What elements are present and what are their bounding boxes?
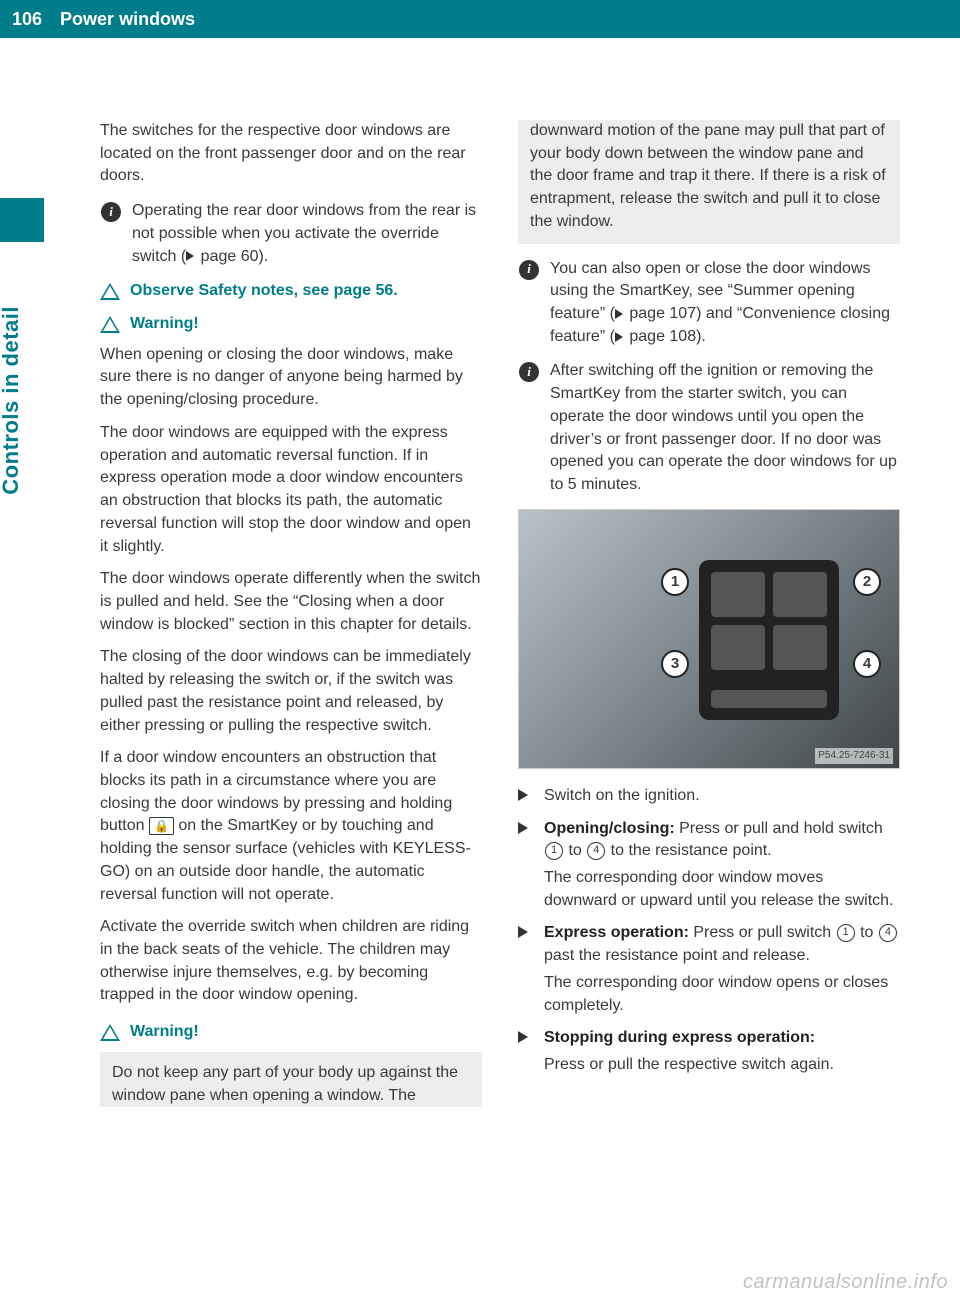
info1-text: Operating the rear door windows from the… [132,202,476,264]
intro-paragraph: The switches for the respective door win… [100,120,482,188]
warning1-p6: Activate the override switch when childr… [100,916,482,1007]
page-ref-icon [186,251,194,261]
warning-triangle-icon [100,1024,120,1041]
s2c: to the resistance point. [606,842,771,859]
content-area: The switches for the respective door win… [100,120,900,1242]
watermark: carmanualsonline.info [743,1271,948,1294]
switch-1 [711,572,765,617]
figure-id: P54.25-7246-31 [815,748,893,764]
step-3-label: Express operation: [544,924,689,941]
step-1: Switch on the ignition. [518,785,900,808]
page-ref-icon [615,332,623,342]
warning-triangle-icon [100,283,120,300]
step-2-body: Opening/closing: Press or pull and hold … [544,818,900,913]
info-note-2a-body: You can also open or close the door wind… [550,258,900,349]
side-tab-label: Controls in detail [0,306,24,495]
circ-4: 4 [587,842,605,860]
lock-button-icon: 🔒 [149,817,174,835]
s2b: to [564,842,586,859]
circ-1b: 1 [837,924,855,942]
side-tab: Controls in detail [0,270,50,530]
switch-3 [711,625,765,670]
warning1-p2: The door windows are equipped with the e… [100,422,482,558]
warning1-box: When opening or closing the door windows… [100,344,482,1007]
warning1-heading: Warning! [100,313,482,336]
safety-text: Observe Safety notes, see page 56. [130,280,398,303]
header-title: Power windows [60,9,195,30]
step-arrow-icon [518,822,532,834]
s3c: past the resistance point and release. [544,947,810,964]
switch-4 [773,625,827,670]
step-4-body: Stopping during express operation: Press… [544,1027,900,1076]
info-note-1: i Operating the rear door windows from t… [100,200,482,268]
warning2-heading: Warning! [100,1021,482,1044]
step-4-label: Stopping during express operation: [544,1029,815,1046]
info-note-2b-body: After switching off the ignition or remo… [550,360,900,496]
callout-3: 3 [661,650,689,678]
step-1-body: Switch on the ignition. [544,785,900,808]
info1-ref: page 60). [196,248,268,265]
s2a: Press or pull and hold switch [675,820,883,837]
info2a-ref2: page 108). [625,328,706,345]
step-2-sub: The corresponding door window moves down… [544,867,900,912]
s3b: to [856,924,878,941]
info-icon: i [518,361,540,383]
info-note-2a: i You can also open or close the door wi… [518,258,900,349]
s3a: Press or pull switch [689,924,836,941]
safety-observe-line: Observe Safety notes, see page 56. [100,280,482,303]
warning1-p3: The door windows operate differently whe… [100,568,482,636]
warning1-p4: The closing of the door windows can be i… [100,646,482,737]
switch-2 [773,572,827,617]
info-note-2b: i After switching off the ignition or re… [518,360,900,496]
step-2-label: Opening/closing: [544,820,675,837]
circ-1: 1 [545,842,563,860]
warning-triangle-icon [100,316,120,333]
info-icon: i [518,259,540,281]
step-arrow-icon [518,789,532,801]
info-icon: i [100,201,122,223]
step-3-sub: The corresponding door window opens or c… [544,972,900,1017]
window-switch-figure: 1 2 3 4 P54.25-7246-31 [518,509,900,769]
switch-panel [699,560,839,720]
step-arrow-icon [518,926,532,938]
info-note-1-body: Operating the rear door windows from the… [132,200,482,268]
callout-1: 1 [661,568,689,596]
callout-4: 4 [853,650,881,678]
warning2-title: Warning! [130,1021,199,1044]
circ-4b: 4 [879,924,897,942]
page-ref-icon [615,309,623,319]
callout-2: 2 [853,568,881,596]
warning1-p5: If a door window encounters an obstructi… [100,747,482,906]
page-number: 106 [0,1,54,38]
page-header: 106 Power windows [0,0,960,38]
step-3-body: Express operation: Press or pull switch … [544,922,900,1017]
step-4-text: Press or pull the respective switch agai… [544,1054,900,1077]
step-4: Stopping during express operation: Press… [518,1027,900,1076]
page: 106 Power windows Controls in detail The… [0,0,960,1302]
side-marker [0,198,44,242]
warning1-title: Warning! [130,313,199,336]
step-arrow-icon [518,1031,532,1043]
switch-lock [711,690,827,708]
step-3: Express operation: Press or pull switch … [518,922,900,1017]
warning1-p1: When opening or closing the door windows… [100,344,482,412]
step-2: Opening/closing: Press or pull and hold … [518,818,900,913]
